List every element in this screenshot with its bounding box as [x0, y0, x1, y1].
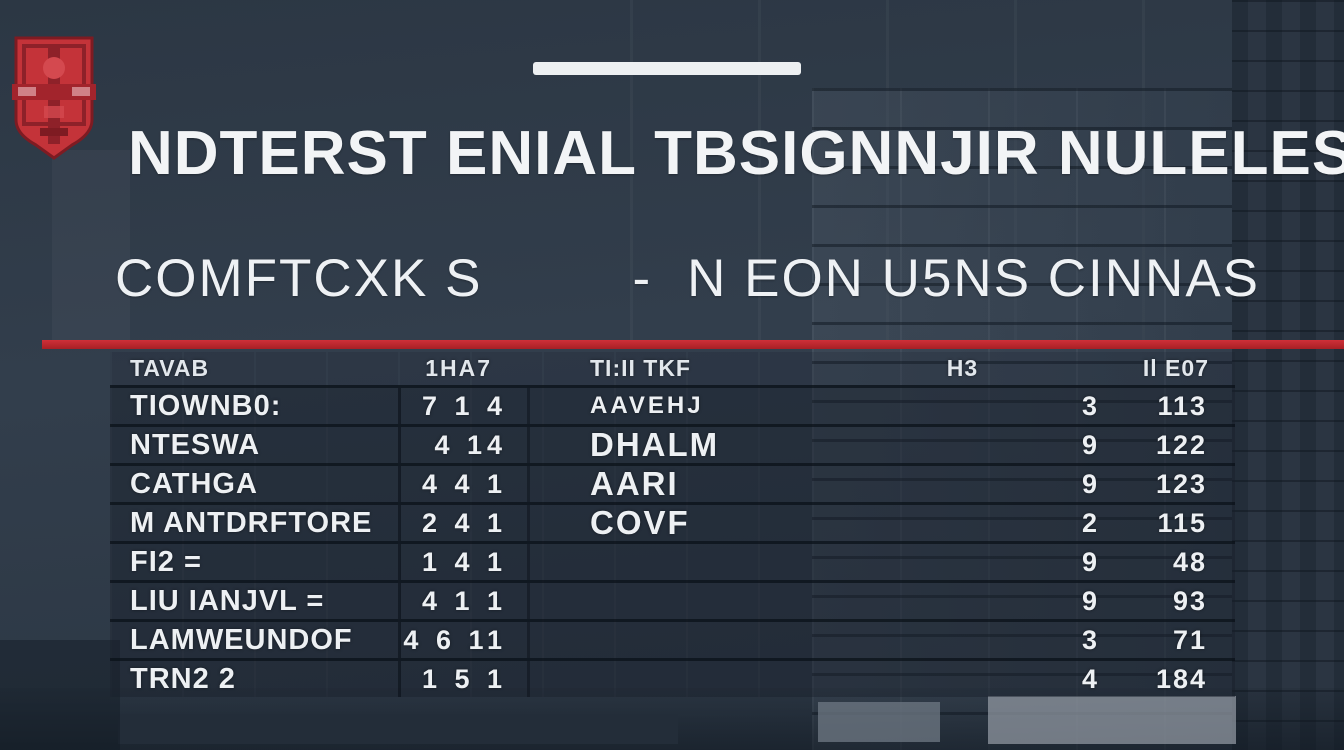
secondary-name [530, 583, 890, 619]
table-header-row: TAVAB 1HA7 TI:II TKF H3 Il E07 [110, 352, 1235, 385]
background-light-block [988, 696, 1236, 744]
score-cell: 122 [1155, 429, 1207, 460]
rank-cell: 9 [1081, 429, 1097, 460]
table-row: FI2 = 1 4 1 9 48 [110, 541, 1235, 580]
points-cell: 2 4 1 [398, 505, 530, 541]
background-table-texture [110, 352, 815, 697]
header-tiitkf: TI:II TKF [590, 355, 691, 381]
header-h3: H3 [946, 355, 979, 381]
team-name: TRN2 2 [130, 662, 236, 695]
header-1ha7: 1HA7 [425, 355, 492, 381]
header-spacer [1035, 352, 1105, 385]
secondary-name: AARI [590, 466, 679, 502]
crest-icon [12, 36, 96, 160]
h3-cell [890, 583, 1035, 619]
background-gray-block [818, 702, 940, 742]
header-tavab: TAVAB [130, 355, 210, 381]
score-cell: 184 [1155, 663, 1207, 694]
background-building-edge [1232, 0, 1344, 750]
rank-cell: 9 [1081, 546, 1097, 577]
secondary-name [530, 622, 890, 658]
page-title: NDTERST ENIAL TBSIGNNJIR NULELESS [128, 119, 1344, 188]
secondary-name: DHALM [590, 427, 720, 463]
points-cell: 1 5 1 [398, 661, 530, 697]
h3-cell [890, 388, 1035, 424]
subtitle-dash: - [632, 249, 653, 308]
points-cell: 1 4 1 [398, 544, 530, 580]
rank-cell: 3 [1081, 390, 1097, 421]
secondary-name: COVF [590, 505, 690, 541]
table-row: M ANTDRFTORE 2 4 1 COVF 2 115 [110, 502, 1235, 541]
rank-cell: 2 [1081, 507, 1097, 538]
standings-table: TAVAB 1HA7 TI:II TKF H3 Il E07 TIOWNB0: … [110, 352, 1235, 697]
team-name: FI2 = [130, 545, 202, 578]
h3-cell [890, 661, 1035, 697]
table-row: TIOWNB0: 7 1 4 AAVEHJ 3 113 [110, 385, 1235, 424]
team-name: LAMWEUNDOF [130, 623, 353, 656]
secondary-name [530, 544, 890, 580]
secondary-name [530, 661, 890, 697]
h3-cell [890, 505, 1035, 541]
points-cell: 4 4 1 [398, 466, 530, 502]
header-e07: Il E07 [1142, 355, 1209, 381]
table-row: LIU IANJVL = 4 1 1 9 93 [110, 580, 1235, 619]
rank-cell: 9 [1081, 585, 1097, 616]
score-cell: 115 [1157, 507, 1207, 538]
score-cell: 93 [1172, 585, 1207, 616]
rank-cell: 3 [1081, 624, 1097, 655]
score-cell: 123 [1155, 468, 1207, 499]
secondary-name: AAVEHJ [590, 392, 704, 419]
background-dark-strip [118, 714, 678, 744]
team-name: TIOWNB0: [130, 389, 282, 422]
points-cell: 4 14 [398, 427, 530, 463]
table-row: TRN2 2 1 5 1 4 184 [110, 658, 1235, 697]
team-name: M ANTDRFTORE [130, 506, 373, 539]
h3-cell [890, 466, 1035, 502]
background-tower-silhouette [0, 640, 120, 750]
score-cell: 48 [1172, 546, 1207, 577]
points-cell: 4 6 11 [398, 622, 530, 658]
table-row: LAMWEUNDOF 4 6 11 3 71 [110, 619, 1235, 658]
table-row: NTESWA 4 14 DHALM 9 122 [110, 424, 1235, 463]
red-divider-line [42, 340, 1344, 349]
subtitle-right: N EON U5NS CINNAS [687, 249, 1261, 308]
points-cell: 7 1 4 [398, 388, 530, 424]
decorative-dash-bar [533, 62, 801, 75]
red-crest-logo [10, 34, 98, 164]
score-cell: 71 [1172, 624, 1207, 655]
rank-cell: 4 [1081, 663, 1097, 694]
team-name: NTESWA [130, 428, 261, 461]
h3-cell [890, 622, 1035, 658]
team-name: LIU IANJVL = [130, 584, 325, 617]
subtitle: COMFTCXK S - N EON U5NS CINNAS [115, 248, 1260, 309]
h3-cell [890, 544, 1035, 580]
h3-cell [890, 427, 1035, 463]
subtitle-left: COMFTCXK S [115, 249, 483, 308]
rank-cell: 9 [1081, 468, 1097, 499]
team-name: CATHGA [130, 467, 258, 500]
table-row: CATHGA 4 4 1 AARI 9 123 [110, 463, 1235, 502]
background-building-windows [812, 88, 1244, 750]
points-cell: 4 1 1 [398, 583, 530, 619]
score-cell: 113 [1157, 390, 1207, 421]
